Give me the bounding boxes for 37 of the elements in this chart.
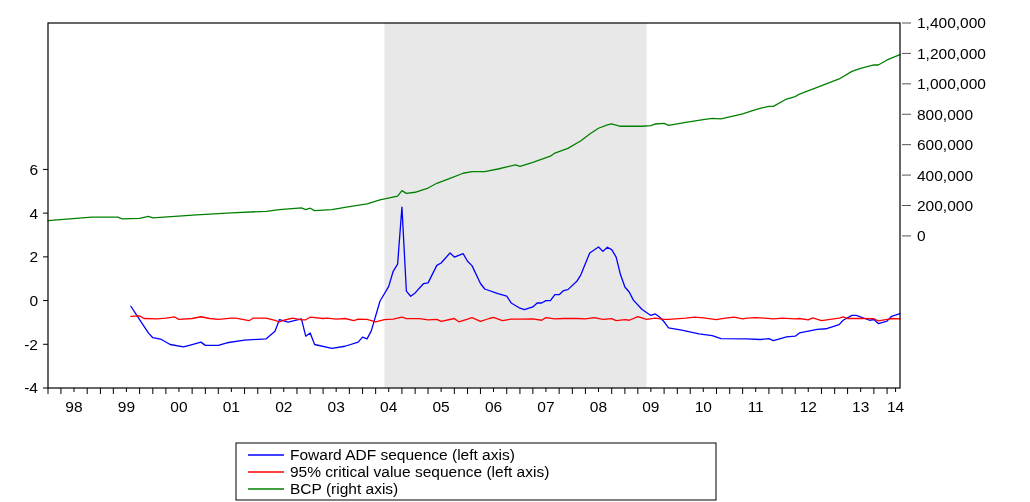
x-tick-label: 02 bbox=[275, 398, 293, 415]
y-tick-label: -2 bbox=[24, 335, 38, 353]
x-tick-label: 11 bbox=[747, 398, 764, 415]
y2-tick-label: 1,200,000 bbox=[917, 44, 987, 62]
y-tick-label: 0 bbox=[29, 292, 39, 309]
x-tick-label: 05 bbox=[432, 398, 450, 415]
y-tick-label: -4 bbox=[24, 379, 39, 397]
line-series bbox=[130, 315, 901, 323]
x-tick-label: 98 bbox=[65, 398, 83, 415]
x-tick-label: 06 bbox=[484, 398, 503, 415]
y2-tick-label: 200,000 bbox=[917, 196, 974, 214]
y2-tick-label: 1,400,000 bbox=[917, 14, 987, 32]
x-tick-label: 10 bbox=[694, 398, 713, 415]
legend-label: Foward ADF sequence (left axis) bbox=[290, 446, 515, 464]
x-tick-label: 08 bbox=[589, 398, 608, 415]
x-tick-label: 01 bbox=[222, 398, 240, 415]
y2-tick-label: 600,000 bbox=[917, 136, 974, 154]
x-tick-label: 07 bbox=[537, 398, 555, 415]
legend-label: 95% critical value sequence (left axis) bbox=[290, 463, 550, 481]
y-tick-label: 6 bbox=[29, 160, 38, 178]
x-tick-label: 00 bbox=[170, 398, 188, 415]
x-tick-label: 12 bbox=[799, 398, 817, 415]
x-tick-label: 14 bbox=[886, 398, 905, 415]
y2-tick-label: 800,000 bbox=[917, 105, 974, 123]
x-tick-label: 04 bbox=[380, 398, 398, 415]
y-tick-label: 2 bbox=[29, 248, 38, 266]
x-tick-label: 09 bbox=[642, 398, 660, 415]
x-tick-label: 13 bbox=[852, 398, 870, 415]
y2-tick-label: 0 bbox=[917, 227, 926, 245]
x-tick-label: 03 bbox=[327, 398, 345, 415]
y-tick-label: 4 bbox=[29, 204, 39, 222]
line-series bbox=[130, 206, 901, 350]
line-series bbox=[47, 53, 901, 222]
x-tick-label: 99 bbox=[117, 398, 136, 415]
y2-tick-label: 400,000 bbox=[917, 166, 974, 184]
y2-tick-label: 1,000,000 bbox=[917, 75, 987, 93]
legend-label: BCP (right axis) bbox=[290, 480, 399, 498]
